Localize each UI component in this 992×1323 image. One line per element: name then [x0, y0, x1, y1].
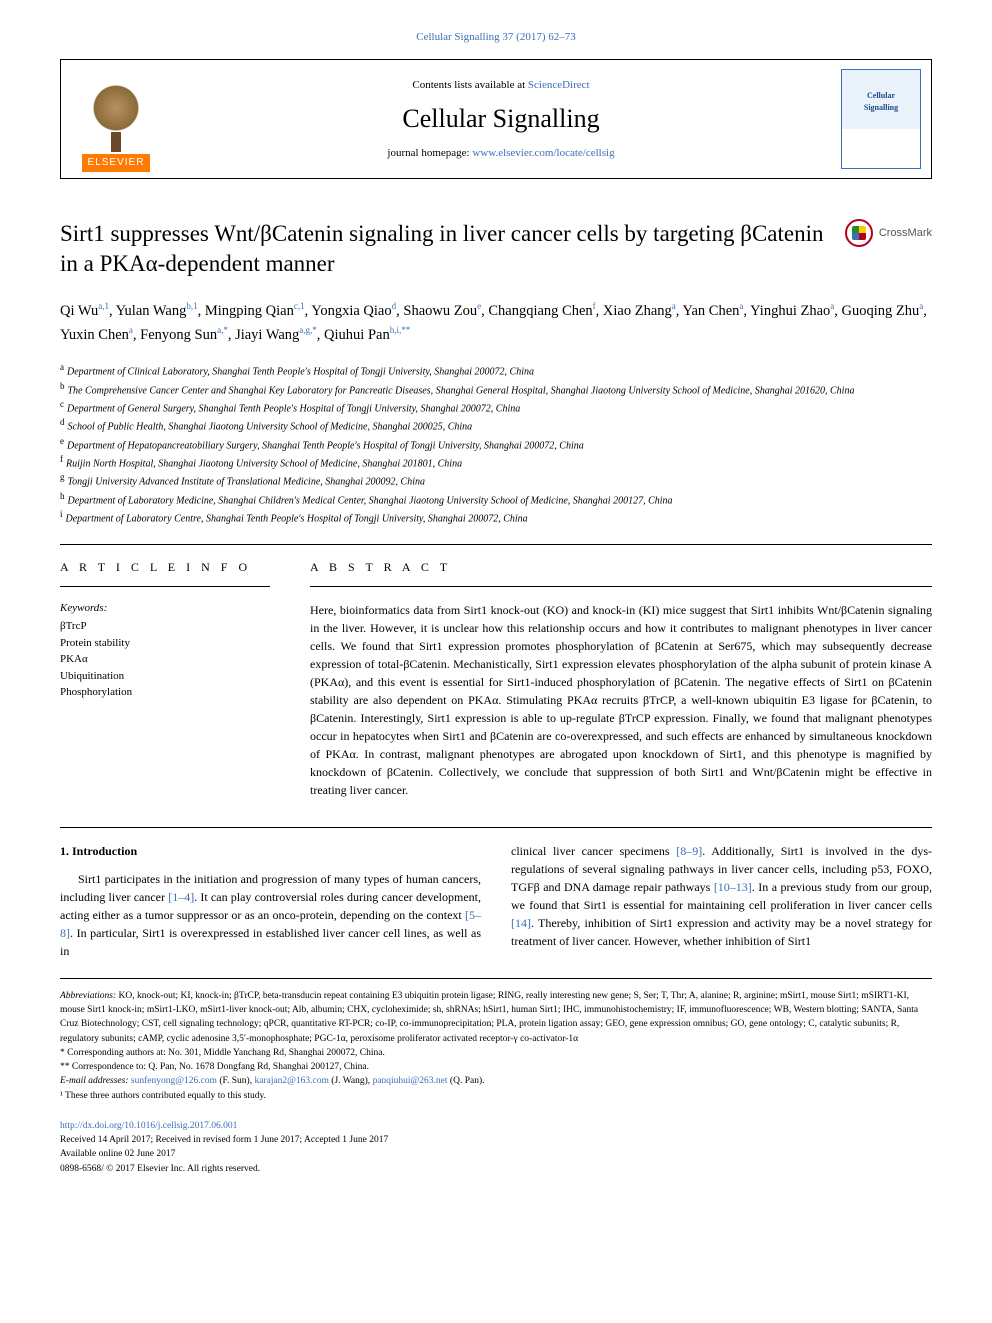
- article-info-heading: A R T I C L E I N F O: [60, 559, 270, 576]
- cover-line-2: Signalling: [864, 102, 898, 113]
- masthead: ELSEVIER Contents lists available at Sci…: [60, 59, 932, 179]
- abbrev-label: Abbreviations:: [60, 991, 116, 1001]
- keyword-item: Phosphorylation: [60, 684, 270, 701]
- contents-list-line: Contents lists available at ScienceDirec…: [412, 78, 589, 93]
- journal-cover-thumb: Cellular Signalling: [841, 69, 921, 169]
- journal-reference: Cellular Signalling 37 (2017) 62–73: [60, 30, 932, 45]
- publisher-name: ELSEVIER: [82, 154, 151, 172]
- affiliations-block: aDepartment of Clinical Laboratory, Shan…: [60, 361, 932, 526]
- keyword-item: βTrcP: [60, 618, 270, 635]
- keywords-list: βTrcPProtein stabilityPKAαUbiquitination…: [60, 618, 270, 701]
- intro-paragraph-left: Sirt1 participates in the initiation and…: [60, 870, 481, 960]
- equal-contrib: ¹ These three authors contributed equall…: [60, 1089, 932, 1103]
- cover-line-1: Cellular: [867, 90, 895, 101]
- abbreviations-line: Abbreviations: KO, knock-out; KI, knock-…: [60, 989, 932, 1046]
- email-who-1: (F. Sun),: [217, 1076, 255, 1086]
- abstract-rule-top: [310, 586, 932, 587]
- abstract-heading: A B S T R A C T: [310, 559, 932, 576]
- keyword-item: PKAα: [60, 651, 270, 668]
- journal-name: Cellular Signalling: [402, 101, 599, 137]
- elsevier-tree-icon: [81, 80, 151, 150]
- article-info-column: A R T I C L E I N F O Keywords: βTrcPPro…: [60, 559, 270, 799]
- intro-heading: 1. Introduction: [60, 842, 481, 860]
- crossmark-icon: [845, 219, 873, 247]
- article-title: Sirt1 suppresses Wnt/βCatenin signaling …: [60, 219, 825, 279]
- crossmark-label: CrossMark: [879, 226, 932, 241]
- email-link-1[interactable]: sunfenyong@126.com: [131, 1076, 217, 1086]
- body-col-left: 1. Introduction Sirt1 participates in th…: [60, 842, 481, 960]
- abstract-column: A B S T R A C T Here, bioinformatics dat…: [310, 559, 932, 799]
- keywords-label: Keywords:: [60, 601, 270, 616]
- crossmark-widget[interactable]: CrossMark: [845, 219, 932, 247]
- footnotes-block: Abbreviations: KO, knock-out; KI, knock-…: [60, 978, 932, 1103]
- body-columns: 1. Introduction Sirt1 participates in th…: [60, 842, 932, 960]
- email-who-2: (J. Wang),: [329, 1076, 373, 1086]
- authors-line: Qi Wua,1, Yulan Wangb,1, Mingping Qianc,…: [60, 299, 932, 347]
- cover-cell: Cellular Signalling: [831, 60, 931, 178]
- title-row: Sirt1 suppresses Wnt/βCatenin signaling …: [60, 219, 932, 279]
- masthead-center: Contents lists available at ScienceDirec…: [171, 60, 831, 178]
- abbrev-text: KO, knock-out; KI, knock-in; βTrCP, beta…: [60, 991, 918, 1044]
- corresponding-1: * Corresponding authors at: No. 301, Mid…: [60, 1046, 932, 1060]
- body-col-right: clinical liver cancer specimens [8–9]. A…: [511, 842, 932, 960]
- homepage-prefix: journal homepage:: [387, 147, 472, 159]
- email-link-2[interactable]: karajan2@163.com: [254, 1076, 328, 1086]
- keyword-item: Protein stability: [60, 635, 270, 652]
- sciencedirect-link[interactable]: ScienceDirect: [528, 79, 590, 91]
- info-abstract-row: A R T I C L E I N F O Keywords: βTrcPPro…: [60, 559, 932, 799]
- email-link-3[interactable]: panqiuhui@263.net: [373, 1076, 448, 1086]
- abstract-text: Here, bioinformatics data from Sirt1 kno…: [310, 601, 932, 799]
- rule-above-abstract: [60, 544, 932, 545]
- rule-below-abstract: [60, 827, 932, 828]
- homepage-link[interactable]: www.elsevier.com/locate/cellsig: [472, 147, 614, 159]
- doi-link[interactable]: http://dx.doi.org/10.1016/j.cellsig.2017…: [60, 1121, 237, 1131]
- email-label: E-mail addresses:: [60, 1076, 129, 1086]
- intro-paragraph-right: clinical liver cancer specimens [8–9]. A…: [511, 842, 932, 950]
- online-line: Available online 02 June 2017: [60, 1147, 932, 1161]
- history-line: Received 14 April 2017; Received in revi…: [60, 1133, 932, 1147]
- copyright-line: 0898-6568/ © 2017 Elsevier Inc. All righ…: [60, 1162, 932, 1176]
- contents-prefix: Contents lists available at: [412, 79, 527, 91]
- email-line: E-mail addresses: sunfenyong@126.com (F.…: [60, 1074, 932, 1088]
- info-rule: [60, 586, 270, 587]
- keyword-item: Ubiquitination: [60, 668, 270, 685]
- corresponding-2: ** Correspondence to: Q. Pan, No. 1678 D…: [60, 1060, 932, 1074]
- footer-block: http://dx.doi.org/10.1016/j.cellsig.2017…: [60, 1119, 932, 1176]
- email-who-3: (Q. Pan).: [448, 1076, 485, 1086]
- publisher-cell: ELSEVIER: [61, 60, 171, 178]
- homepage-line: journal homepage: www.elsevier.com/locat…: [387, 146, 614, 161]
